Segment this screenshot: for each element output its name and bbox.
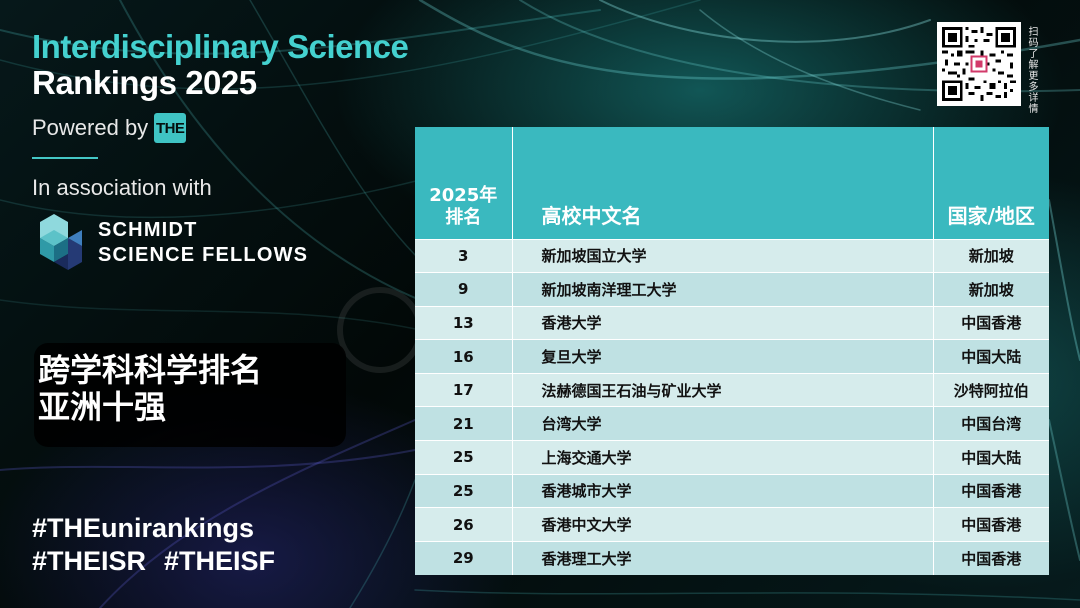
chinese-title: 跨学科科学排名 亚洲十强 bbox=[38, 352, 262, 426]
table-row: 26 香港中文大学 中国香港 bbox=[415, 507, 1049, 542]
row-region: 沙特阿拉伯 bbox=[932, 372, 1049, 407]
hashtag-theisf: #THEISF bbox=[164, 546, 276, 576]
row-university: 香港理工大学 bbox=[511, 540, 933, 575]
table-row: 9 新加坡南洋理工大学 新加坡 bbox=[415, 272, 1049, 307]
schmidt-science-fellows-wordmark: SCHMIDT SCIENCE FELLOWS bbox=[98, 218, 308, 268]
row-rank: 9 bbox=[415, 272, 512, 307]
row-rank: 25 bbox=[415, 440, 512, 475]
row-university: 上海交通大学 bbox=[511, 440, 933, 475]
hashtags: #THEunirankings #THEISR #THEISF bbox=[32, 512, 275, 578]
schmidt-cube-logo-icon bbox=[40, 214, 82, 270]
row-university: 台湾大学 bbox=[511, 406, 933, 441]
table-header-row: 2025年 排名 高校中文名 国家/地区 bbox=[415, 127, 1049, 239]
row-rank: 3 bbox=[415, 238, 512, 273]
chinese-title-line1: 跨学科科学排名 bbox=[38, 351, 263, 389]
table-row: 29 香港理工大学 中国香港 bbox=[415, 540, 1049, 575]
the-logo-icon: THE bbox=[154, 113, 187, 143]
row-region: 中国大陆 bbox=[932, 339, 1049, 374]
row-university: 香港中文大学 bbox=[511, 507, 933, 542]
qr-code-icon bbox=[942, 27, 1016, 101]
table-row: 13 香港大学 中国香港 bbox=[415, 305, 1049, 340]
row-university: 新加坡国立大学 bbox=[511, 238, 933, 273]
row-university: 复旦大学 bbox=[511, 339, 933, 374]
row-university: 香港城市大学 bbox=[511, 473, 933, 508]
row-rank: 25 bbox=[415, 473, 512, 508]
table-row: 3 新加坡国立大学 新加坡 bbox=[415, 238, 1049, 273]
hashtag-line2: #THEISR #THEISF bbox=[32, 545, 275, 578]
table-row: 21 台湾大学 中国台湾 bbox=[415, 406, 1049, 441]
powered-by-label: Powered by bbox=[32, 115, 149, 140]
row-rank: 29 bbox=[415, 540, 512, 575]
header-university-name: 高校中文名 bbox=[511, 127, 933, 239]
rankings-table: 2025年 排名 高校中文名 国家/地区 3 新加坡国立大学 新加坡 9 新加坡… bbox=[415, 127, 1049, 575]
table-row: 17 法赫德国王石油与矿业大学 沙特阿拉伯 bbox=[415, 372, 1049, 407]
row-region: 中国香港 bbox=[932, 305, 1049, 340]
hashtag-line1: #THEunirankings bbox=[32, 513, 255, 543]
row-university: 新加坡南洋理工大学 bbox=[511, 272, 933, 307]
divider bbox=[32, 157, 98, 159]
chinese-title-banner bbox=[34, 343, 346, 447]
header-rank: 2025年 排名 bbox=[415, 127, 512, 239]
row-university: 法赫德国王石油与矿业大学 bbox=[511, 372, 933, 407]
row-rank: 16 bbox=[415, 339, 512, 374]
row-region: 中国台湾 bbox=[932, 406, 1049, 441]
qr-code[interactable] bbox=[937, 22, 1021, 106]
row-region: 中国香港 bbox=[932, 473, 1049, 508]
row-university: 香港大学 bbox=[511, 305, 933, 340]
association-label: In association with bbox=[32, 175, 212, 200]
powered-by: Powered by THE bbox=[32, 113, 187, 143]
row-rank: 13 bbox=[415, 305, 512, 340]
partner-line2: SCIENCE FELLOWS bbox=[98, 244, 309, 266]
row-region: 新加坡 bbox=[932, 238, 1049, 273]
header-rank-line1: 2025年 bbox=[429, 184, 498, 206]
row-region: 中国大陆 bbox=[932, 440, 1049, 475]
row-rank: 21 bbox=[415, 406, 512, 441]
table-row: 16 复旦大学 中国大陆 bbox=[415, 339, 1049, 374]
header-region: 国家/地区 bbox=[932, 127, 1049, 239]
qr-caption: 扫码了解更多详情 bbox=[1026, 26, 1037, 114]
table-row: 25 上海交通大学 中国大陆 bbox=[415, 440, 1049, 475]
page-title-line1: Interdisciplinary Science bbox=[32, 28, 409, 65]
row-region: 中国香港 bbox=[932, 507, 1049, 542]
row-rank: 26 bbox=[415, 507, 512, 542]
hashtag-theisr: #THEISR bbox=[32, 546, 147, 576]
row-region: 新加坡 bbox=[932, 272, 1049, 307]
partner-line1: SCHMIDT bbox=[98, 219, 198, 241]
chinese-title-line2: 亚洲十强 bbox=[38, 388, 167, 426]
header-rank-line2: 排名 bbox=[445, 206, 482, 228]
row-rank: 17 bbox=[415, 372, 512, 407]
table-row: 25 香港城市大学 中国香港 bbox=[415, 473, 1049, 508]
row-region: 中国香港 bbox=[932, 540, 1049, 575]
rankings-table-grid: 2025年 排名 高校中文名 国家/地区 3 新加坡国立大学 新加坡 9 新加坡… bbox=[415, 127, 1049, 575]
page-title-line2: Rankings 2025 bbox=[32, 64, 257, 101]
